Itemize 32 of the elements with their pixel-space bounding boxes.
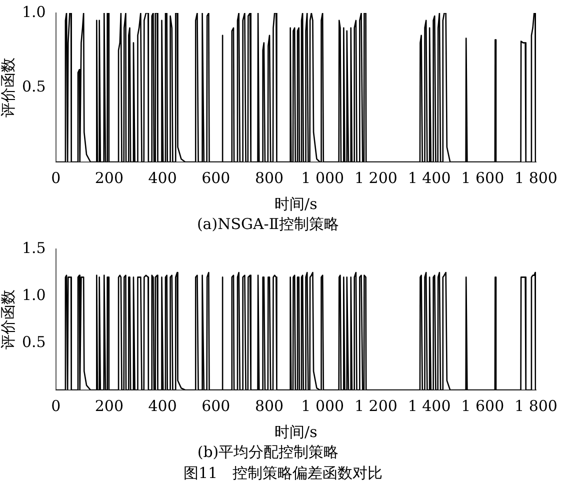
x-tick-label: 800: [254, 168, 284, 187]
x-tick-label: 0: [51, 168, 61, 187]
x-tick-label: 1 600: [461, 396, 504, 415]
x-tick-label: 800: [254, 396, 284, 415]
y-axis-title: 评价函数: [0, 58, 17, 118]
y-tick-label: 1.0: [22, 286, 46, 304]
x-tick-label: 1 800: [514, 396, 558, 415]
text: (b)平均分配控制策略: [197, 442, 339, 461]
caption: 图11 控制策略偏差函数对比: [182, 464, 384, 483]
x-tick-label: 1 200: [354, 396, 398, 415]
x-axis-title: 时间/s: [274, 422, 318, 441]
x-tick-label: 400: [148, 168, 177, 187]
x-tick-label: 1 600: [461, 168, 504, 187]
x-tick-label: 1 000: [301, 396, 344, 415]
x-tick-label: 600: [202, 396, 230, 415]
x-tick-label: 400: [148, 396, 177, 415]
y-tick-label: 1.5: [22, 238, 46, 257]
x-tick-label: 0: [51, 396, 61, 415]
x-tick-label: 1 800: [514, 168, 558, 187]
y-axis-title: 评价函数: [0, 290, 17, 350]
x-tick-label: 200: [94, 168, 124, 187]
x-tick-label: 1 400: [408, 396, 451, 415]
x-tick-label: 600: [202, 168, 230, 187]
y-tick-label: 0.5: [22, 332, 46, 351]
y-tick-label: 1.0: [22, 2, 46, 21]
x-axis-title: 时间/s: [274, 194, 318, 213]
x-tick-label: 200: [94, 396, 124, 415]
x-tick-label: 1 400: [408, 168, 451, 187]
x-tick-label: 1 000: [301, 168, 344, 187]
x-tick-label: 1 200: [354, 168, 398, 187]
y-tick-label: 0.5: [22, 77, 46, 96]
text: (a)NSGA-Ⅱ控制策略: [196, 214, 340, 233]
